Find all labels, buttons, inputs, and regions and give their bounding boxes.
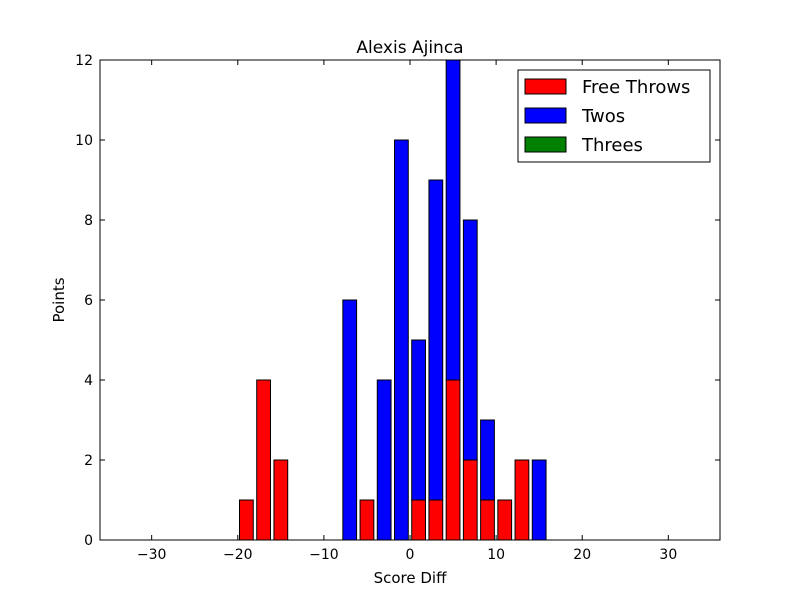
bar-free-throws (497, 499, 513, 541)
legend-swatch-free-throws (524, 78, 567, 95)
bar-twos (445, 59, 461, 381)
legend-swatch-twos (524, 107, 567, 124)
y-tick-label: 0 (84, 533, 93, 549)
bar-free-throws (239, 499, 254, 541)
y-tick-label: 6 (84, 293, 93, 309)
legend: Free Throws Twos Threes (517, 69, 711, 163)
bar-twos (480, 419, 495, 501)
x-tick-label: 20 (573, 547, 591, 563)
y-axis-title: Points (50, 277, 68, 322)
ticks-layer: −30 −20 −10 0 10 20 30 0 2 4 6 8 10 12 (75, 53, 720, 563)
y-tick-label: 2 (84, 453, 93, 469)
x-tick-label: −20 (223, 547, 253, 563)
legend-label-threes: Threes (581, 135, 643, 156)
x-tick-label: 10 (487, 547, 505, 563)
bar-free-throws (445, 379, 461, 541)
x-tick-label: 30 (659, 547, 677, 563)
x-tick-label: −10 (309, 547, 339, 563)
y-tick-label: 8 (84, 213, 93, 229)
legend-swatch-threes (524, 136, 567, 153)
y-tick-label: 10 (75, 133, 93, 149)
bar-twos (376, 379, 392, 541)
bar-free-throws (359, 499, 375, 541)
bar-free-throws (514, 459, 530, 541)
bar-twos (342, 299, 358, 541)
x-tick-label: 0 (406, 547, 415, 563)
bar-twos (428, 179, 444, 501)
bar-free-throws (411, 499, 427, 541)
y-tick-label: 12 (75, 53, 93, 69)
bar-free-throws (462, 459, 478, 541)
bar-free-throws (256, 379, 272, 541)
bar-twos (531, 459, 547, 541)
bar-twos (394, 139, 409, 541)
bar-free-throws (428, 499, 444, 541)
bar-twos (411, 339, 427, 501)
bar-twos (462, 219, 478, 461)
bar-free-throws (273, 459, 289, 541)
x-axis-title: Score Diff (374, 569, 447, 587)
bars-layer (239, 59, 547, 541)
legend-label-twos: Twos (581, 106, 625, 127)
bar-free-throws (480, 499, 495, 541)
chart-title: Alexis Ajinca (356, 38, 463, 58)
legend-label-free-throws: Free Throws (582, 77, 690, 98)
x-tick-label: −30 (137, 547, 167, 563)
y-tick-label: 4 (84, 373, 93, 389)
